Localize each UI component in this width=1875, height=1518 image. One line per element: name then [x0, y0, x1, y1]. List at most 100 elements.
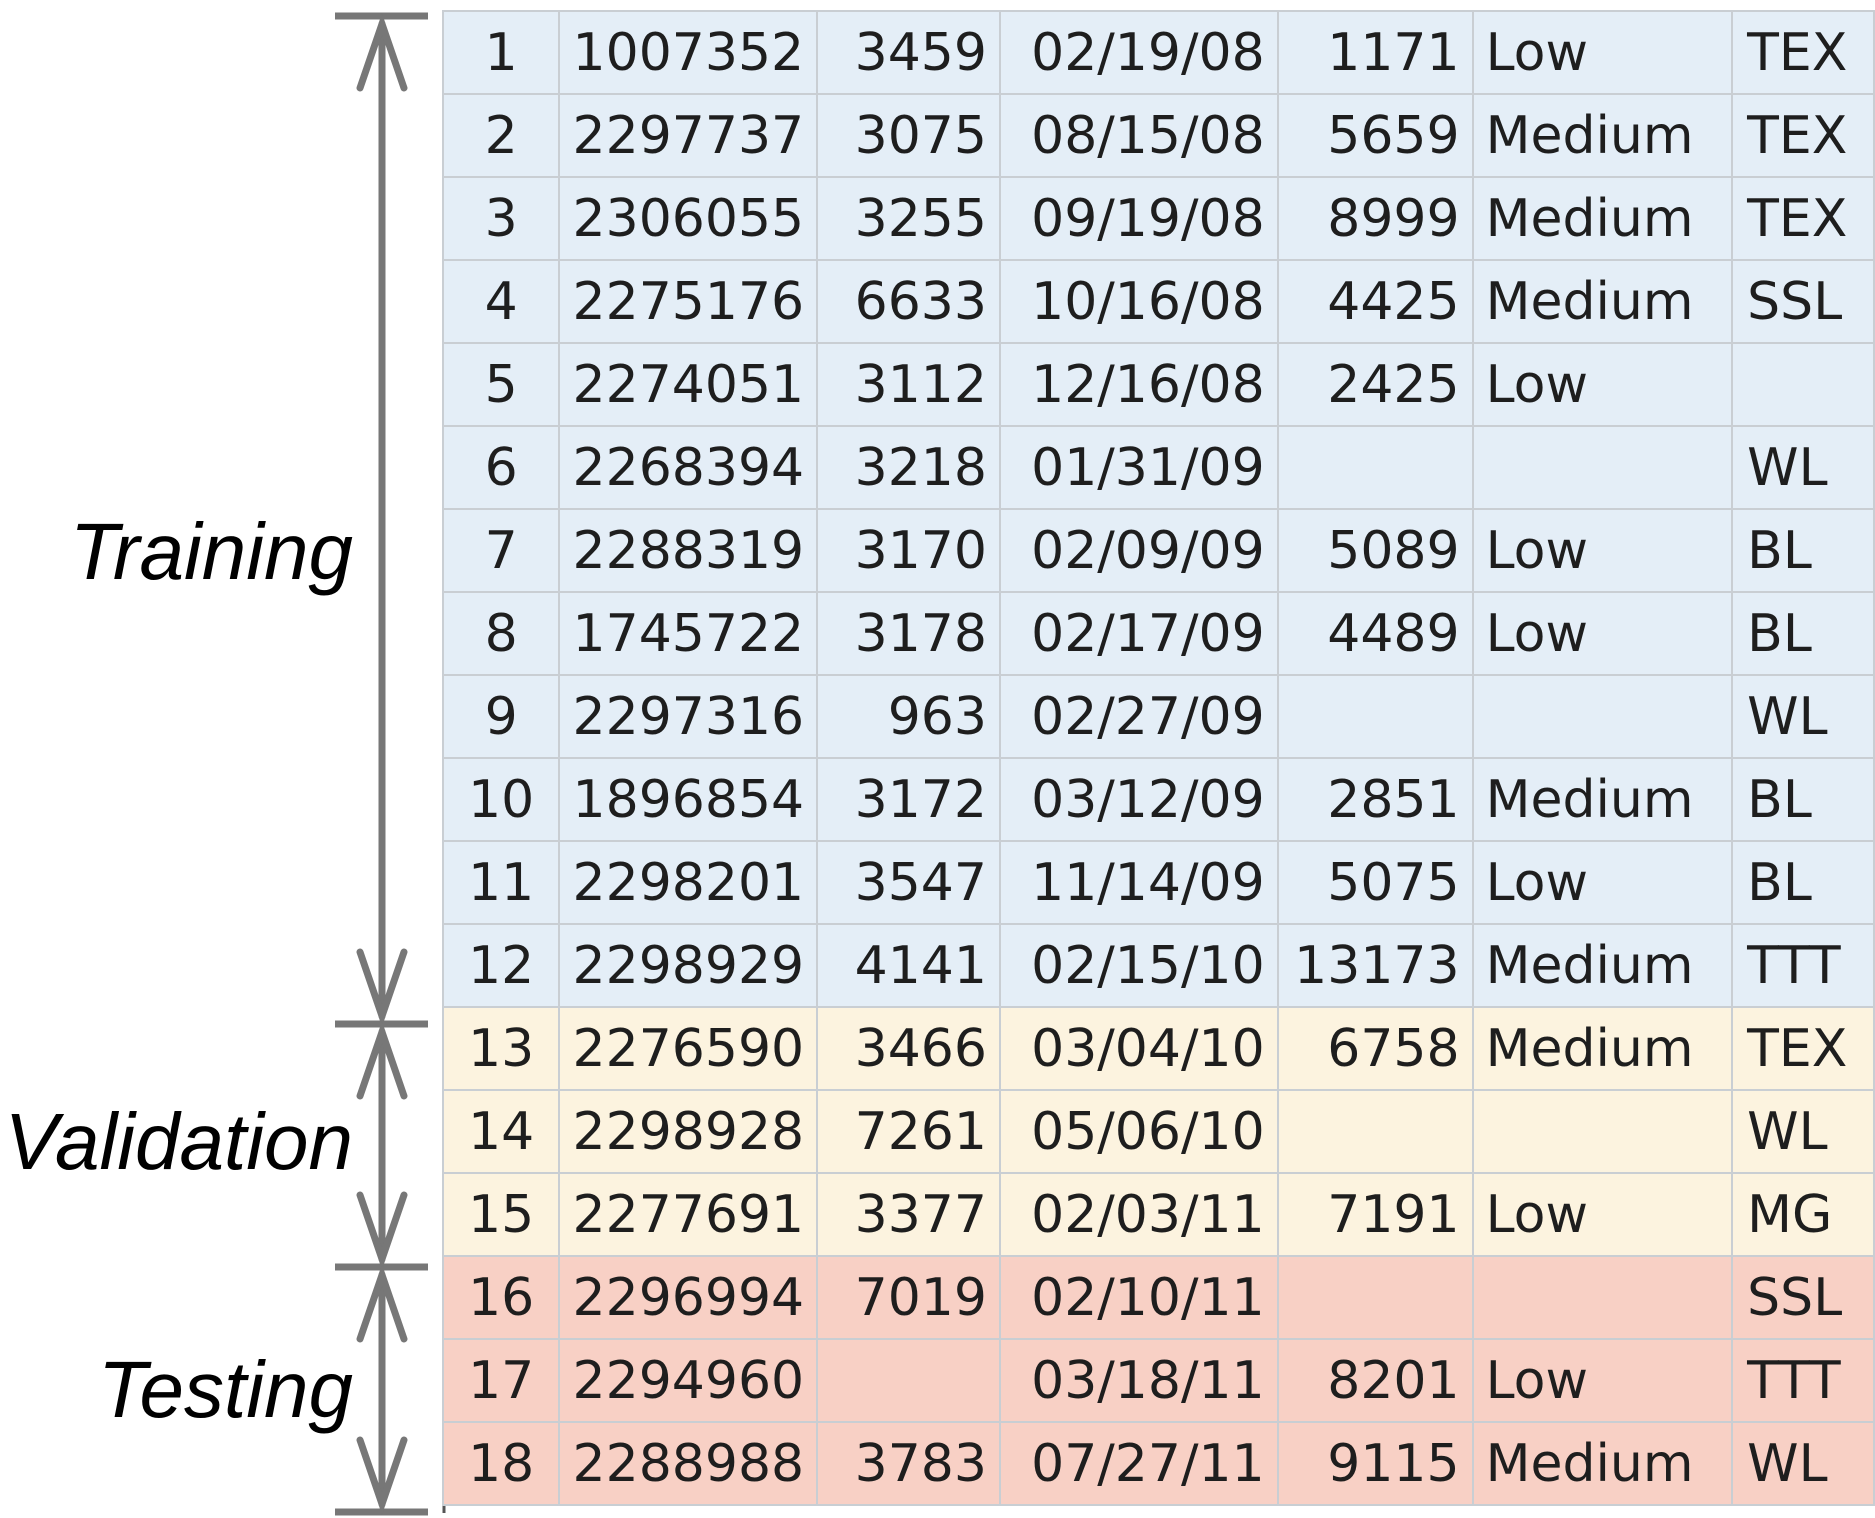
date-cell: 09/19/08	[998, 176, 1279, 261]
value-cell: 1171	[1276, 10, 1474, 95]
row-index-cell: 8	[442, 591, 561, 676]
category-cell: BL	[1731, 840, 1875, 925]
count-cell: 7019	[816, 1255, 1001, 1340]
value-cell: 5089	[1276, 508, 1474, 593]
category-cell: WL	[1731, 425, 1875, 510]
category-cell: TEX	[1731, 93, 1875, 178]
category-cell: WL	[1731, 674, 1875, 759]
level-cell: Low	[1471, 508, 1734, 593]
row-index-cell: 3	[442, 176, 561, 261]
level-cell: Medium	[1471, 757, 1734, 842]
category-cell: WL	[1731, 1089, 1875, 1174]
count-cell: 3112	[816, 342, 1001, 427]
record-id-cell: 1745722	[558, 591, 819, 676]
table-row: 6 2268394 3218 01/31/09 WL	[442, 425, 1875, 510]
record-id-cell: 2268394	[558, 425, 819, 510]
category-cell: TTT	[1731, 1338, 1875, 1423]
date-cell: 07/27/11	[998, 1421, 1279, 1506]
record-id-cell: 2296994	[558, 1255, 819, 1340]
category-cell: MG	[1731, 1172, 1875, 1257]
value-cell	[1276, 425, 1474, 510]
table-row: 4 2275176 6633 10/16/08 4425 Medium SSL	[442, 259, 1875, 344]
level-cell	[1471, 1089, 1734, 1174]
category-cell: BL	[1731, 757, 1875, 842]
record-id-cell: 2298928	[558, 1089, 819, 1174]
training-label: Training	[69, 507, 353, 596]
date-cell: 03/12/09	[998, 757, 1279, 842]
row-index-cell: 14	[442, 1089, 561, 1174]
record-id-cell: 2277691	[558, 1172, 819, 1257]
record-id-cell: 2297316	[558, 674, 819, 759]
validation-span-arrow	[356, 1021, 408, 1270]
date-cell: 01/31/09	[998, 425, 1279, 510]
count-cell: 6633	[816, 259, 1001, 344]
count-cell: 3178	[816, 591, 1001, 676]
record-id-cell: 2298201	[558, 840, 819, 925]
table-row: 3 2306055 3255 09/19/08 8999 Medium TEX	[442, 176, 1875, 261]
value-cell: 6758	[1276, 1006, 1474, 1091]
date-cell: 11/14/09	[998, 840, 1279, 925]
date-cell: 02/09/09	[998, 508, 1279, 593]
row-index-cell: 7	[442, 508, 561, 593]
row-index-cell: 9	[442, 674, 561, 759]
count-cell: 3466	[816, 1006, 1001, 1091]
value-cell: 5659	[1276, 93, 1474, 178]
table-row: 14 2298928 7261 05/06/10 WL	[442, 1089, 1875, 1174]
table-row: 1 1007352 3459 02/19/08 1171 Low TEX	[442, 10, 1875, 95]
table-row: 11 2298201 3547 11/14/09 5075 Low BL	[442, 840, 1875, 925]
record-id-cell: 2306055	[558, 176, 819, 261]
level-cell: Medium	[1471, 259, 1734, 344]
table-row: 7 2288319 3170 02/09/09 5089 Low BL	[442, 508, 1875, 593]
count-cell: 3547	[816, 840, 1001, 925]
count-cell: 3075	[816, 93, 1001, 178]
level-cell: Low	[1471, 591, 1734, 676]
category-cell: TEX	[1731, 10, 1875, 95]
date-cell: 02/15/10	[998, 923, 1279, 1008]
row-index-cell: 4	[442, 259, 561, 344]
level-cell	[1471, 425, 1734, 510]
row-index-cell: 2	[442, 93, 561, 178]
table-row: 16 2296994 7019 02/10/11 SSL	[442, 1255, 1875, 1340]
count-cell: 3377	[816, 1172, 1001, 1257]
table-row: 2 2297737 3075 08/15/08 5659 Medium TEX	[442, 93, 1875, 178]
row-index-cell: 1	[442, 10, 561, 95]
value-cell	[1276, 674, 1474, 759]
value-cell: 7191	[1276, 1172, 1474, 1257]
validation-label: Validation	[4, 1097, 353, 1186]
level-cell: Low	[1471, 840, 1734, 925]
date-cell: 02/19/08	[998, 10, 1279, 95]
level-cell: Medium	[1471, 93, 1734, 178]
level-cell: Medium	[1471, 923, 1734, 1008]
value-cell	[1276, 1089, 1474, 1174]
count-cell: 3255	[816, 176, 1001, 261]
date-cell: 08/15/08	[998, 93, 1279, 178]
testing-label: Testing	[98, 1345, 353, 1434]
date-cell: 02/03/11	[998, 1172, 1279, 1257]
category-cell: SSL	[1731, 1255, 1875, 1340]
date-cell: 03/18/11	[998, 1338, 1279, 1423]
count-cell: 3170	[816, 508, 1001, 593]
level-cell: Low	[1471, 1338, 1734, 1423]
category-cell	[1731, 342, 1875, 427]
count-cell: 3218	[816, 425, 1001, 510]
value-cell: 8201	[1276, 1338, 1474, 1423]
table-row: 12 2298929 4141 02/15/10 13173 Medium TTT	[442, 923, 1875, 1008]
row-index-cell: 13	[442, 1006, 561, 1091]
table-row: 10 1896854 3172 03/12/09 2851 Medium BL	[442, 757, 1875, 842]
count-cell	[816, 1338, 1001, 1423]
record-id-cell: 2288319	[558, 508, 819, 593]
level-cell	[1471, 1255, 1734, 1340]
value-cell: 9115	[1276, 1421, 1474, 1506]
count-cell: 3783	[816, 1421, 1001, 1506]
level-cell: Medium	[1471, 1421, 1734, 1506]
date-cell: 05/06/10	[998, 1089, 1279, 1174]
level-cell	[1471, 674, 1734, 759]
count-cell: 963	[816, 674, 1001, 759]
category-cell: TEX	[1731, 176, 1875, 261]
date-cell: 02/27/09	[998, 674, 1279, 759]
value-cell: 2425	[1276, 342, 1474, 427]
category-cell: WL	[1731, 1421, 1875, 1506]
row-index-cell: 6	[442, 425, 561, 510]
value-cell: 8999	[1276, 176, 1474, 261]
record-id-cell: 1896854	[558, 757, 819, 842]
